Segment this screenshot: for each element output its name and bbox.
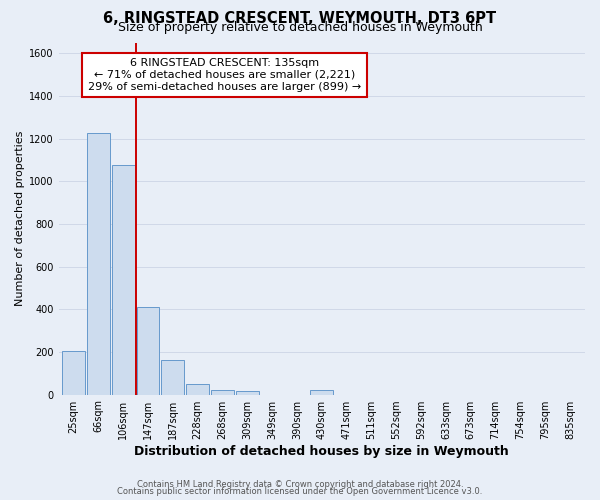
Bar <box>112 165 134 394</box>
Text: Size of property relative to detached houses in Weymouth: Size of property relative to detached ho… <box>118 21 482 34</box>
Bar <box>310 390 333 394</box>
Bar <box>211 390 234 394</box>
Bar <box>236 392 259 394</box>
Bar <box>186 384 209 394</box>
Bar <box>161 360 184 394</box>
Text: 6 RINGSTEAD CRESCENT: 135sqm
← 71% of detached houses are smaller (2,221)
29% of: 6 RINGSTEAD CRESCENT: 135sqm ← 71% of de… <box>88 58 361 92</box>
Text: Contains HM Land Registry data © Crown copyright and database right 2024.: Contains HM Land Registry data © Crown c… <box>137 480 463 489</box>
Bar <box>62 351 85 395</box>
X-axis label: Distribution of detached houses by size in Weymouth: Distribution of detached houses by size … <box>134 444 509 458</box>
Text: 6, RINGSTEAD CRESCENT, WEYMOUTH, DT3 6PT: 6, RINGSTEAD CRESCENT, WEYMOUTH, DT3 6PT <box>103 11 497 26</box>
Bar <box>87 133 110 394</box>
Y-axis label: Number of detached properties: Number of detached properties <box>15 131 25 306</box>
Bar <box>137 307 160 394</box>
Text: Contains public sector information licensed under the Open Government Licence v3: Contains public sector information licen… <box>118 487 482 496</box>
